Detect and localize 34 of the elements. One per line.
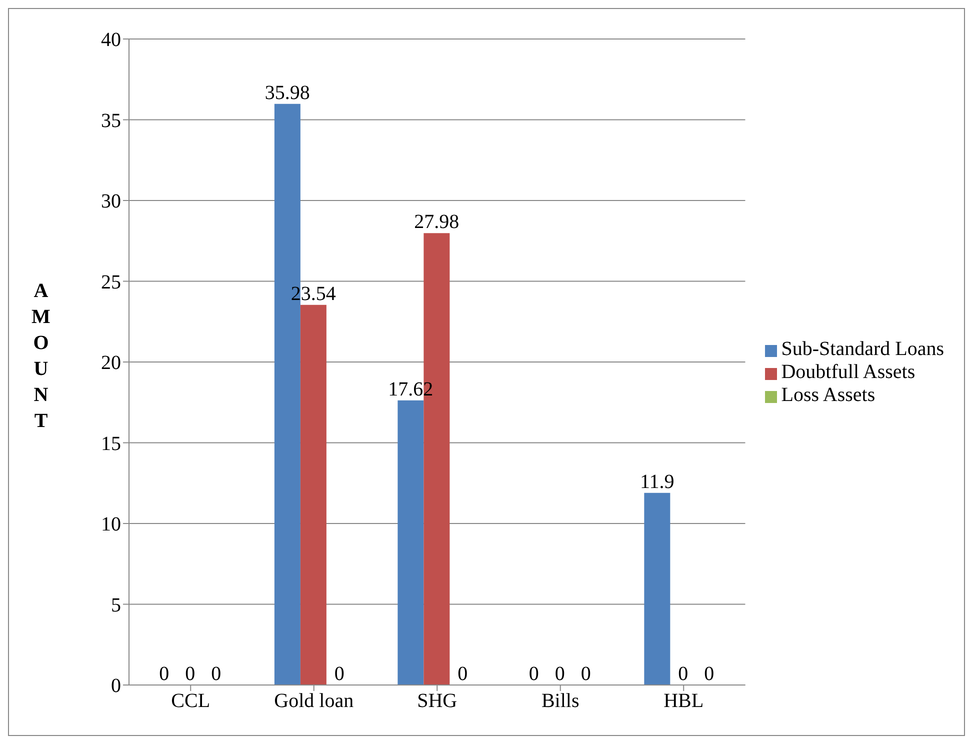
y-tick-label: 35 [101,110,121,132]
x-tick-label: Bills [541,690,580,712]
y-tick-label: 25 [101,271,121,294]
data-label: 0 [185,662,196,685]
data-label: 0 [580,662,591,685]
data-label: 27.98 [414,211,460,234]
bar [398,400,424,685]
x-tick-label: CCL [171,690,210,712]
y-axis-title: AMOUNT [32,280,51,432]
legend-label: Doubtfull Assets [781,360,916,382]
data-label: 0 [704,662,714,685]
data-label: 0 [211,662,222,685]
y-tick-label: 20 [101,352,121,374]
y-tick-label: 5 [111,594,121,616]
y-tick-label: 40 [101,29,121,52]
bar [300,304,326,685]
bar [644,492,670,685]
y-tick-label: 10 [101,514,121,536]
x-tick-label: HBL [664,690,704,712]
legend-label: Loss Assets [781,384,876,406]
data-label: 0 [334,662,344,685]
data-label: 0 [554,662,565,685]
y-tick-label: 30 [101,190,121,213]
data-label: 0 [678,662,688,685]
legend-label: Sub-Standard Loans [781,338,944,360]
data-label: 0 [458,662,468,685]
data-label: 0 [159,662,170,685]
y-tick-label: 15 [101,432,121,455]
data-label: 35.98 [264,82,310,104]
x-tick-label: SHG [417,690,458,712]
x-tick-label: Gold loan [274,690,354,712]
data-label: 0 [528,662,539,685]
data-label: 11.9 [640,470,674,493]
y-tick-label: 0 [111,675,121,698]
